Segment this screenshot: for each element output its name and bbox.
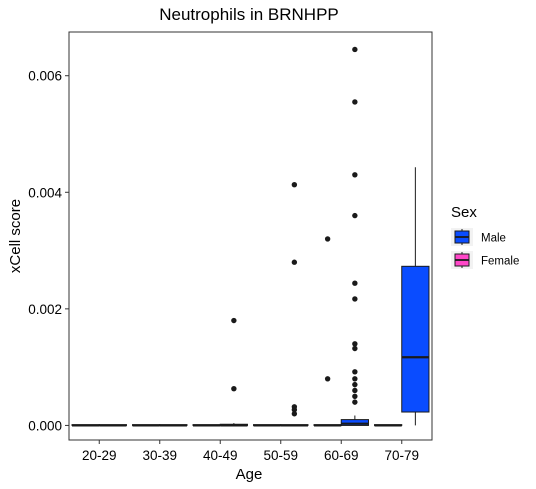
outlier-point: [352, 99, 358, 105]
outlier-point: [352, 381, 358, 388]
outlier-point: [231, 386, 237, 392]
y-axis-label: xCell score: [7, 199, 24, 273]
outlier-point: [352, 172, 358, 178]
x-axis-label: Age: [236, 466, 263, 483]
box-male-30-39: [159, 424, 188, 427]
box-female-30-39: [132, 424, 161, 427]
x-tick-label: 40-49: [203, 448, 238, 463]
x-tick-label: 60-69: [324, 448, 359, 463]
outlier-point: [352, 369, 358, 375]
outlier-point: [291, 259, 298, 265]
x-tick-label: 70-79: [384, 448, 419, 463]
plot-panel: [68, 31, 433, 441]
outlier-point: [352, 46, 358, 53]
legend-item-female: Female: [451, 251, 519, 269]
box-female-50-59: [253, 424, 282, 427]
legend-label: Female: [481, 256, 519, 268]
box-female-40-49: [192, 424, 221, 427]
legend-label: Male: [481, 233, 506, 245]
box-male-50-59: [280, 182, 309, 427]
legend: Sex Male Female: [451, 204, 519, 269]
box-male-70-79: [401, 167, 430, 426]
legend-title: Sex: [451, 204, 477, 221]
outlier-point: [291, 404, 298, 410]
outlier-point: [352, 387, 358, 394]
y-tick-label: 0.002: [28, 302, 62, 317]
x-tick-label: 50-59: [263, 448, 298, 463]
plot-marks: [71, 46, 430, 427]
box-male-60-69: [340, 46, 369, 426]
box: [401, 265, 430, 413]
outlier-point: [231, 317, 237, 324]
outlier-point: [291, 411, 298, 417]
outlier-point: [352, 341, 358, 347]
chart-title: Neutrophils in BRNHPP: [159, 5, 339, 24]
outlier-point: [352, 280, 358, 286]
outlier-point: [352, 296, 358, 302]
x-tick-label: 30-39: [142, 448, 177, 463]
outlier-point: [352, 393, 358, 399]
x-axis: 20-29 30-39 40-49 50-59 60-69 70-79: [82, 440, 419, 463]
y-tick-label: 0.004: [28, 185, 62, 200]
outlier-point: [352, 399, 358, 405]
y-tick-label: 0.000: [28, 418, 62, 433]
outlier-point: [324, 376, 331, 382]
outlier-point: [352, 345, 358, 352]
legend-item-male: Male: [451, 228, 506, 246]
x-tick-label: 20-29: [82, 448, 117, 463]
box-male-20-29: [98, 424, 127, 427]
y-axis: 0.000 0.002 0.004 0.006: [28, 69, 69, 433]
box-female-60-69: [313, 236, 342, 427]
box-female-70-79: [374, 424, 403, 427]
outlier-point: [291, 182, 298, 188]
outlier-point: [352, 212, 358, 219]
box-female-20-29: [71, 424, 100, 427]
y-tick-label: 0.006: [28, 69, 62, 84]
outlier-point: [324, 236, 331, 242]
outlier-point: [352, 376, 358, 382]
box: [340, 419, 369, 426]
box-male-40-49: [219, 317, 248, 427]
